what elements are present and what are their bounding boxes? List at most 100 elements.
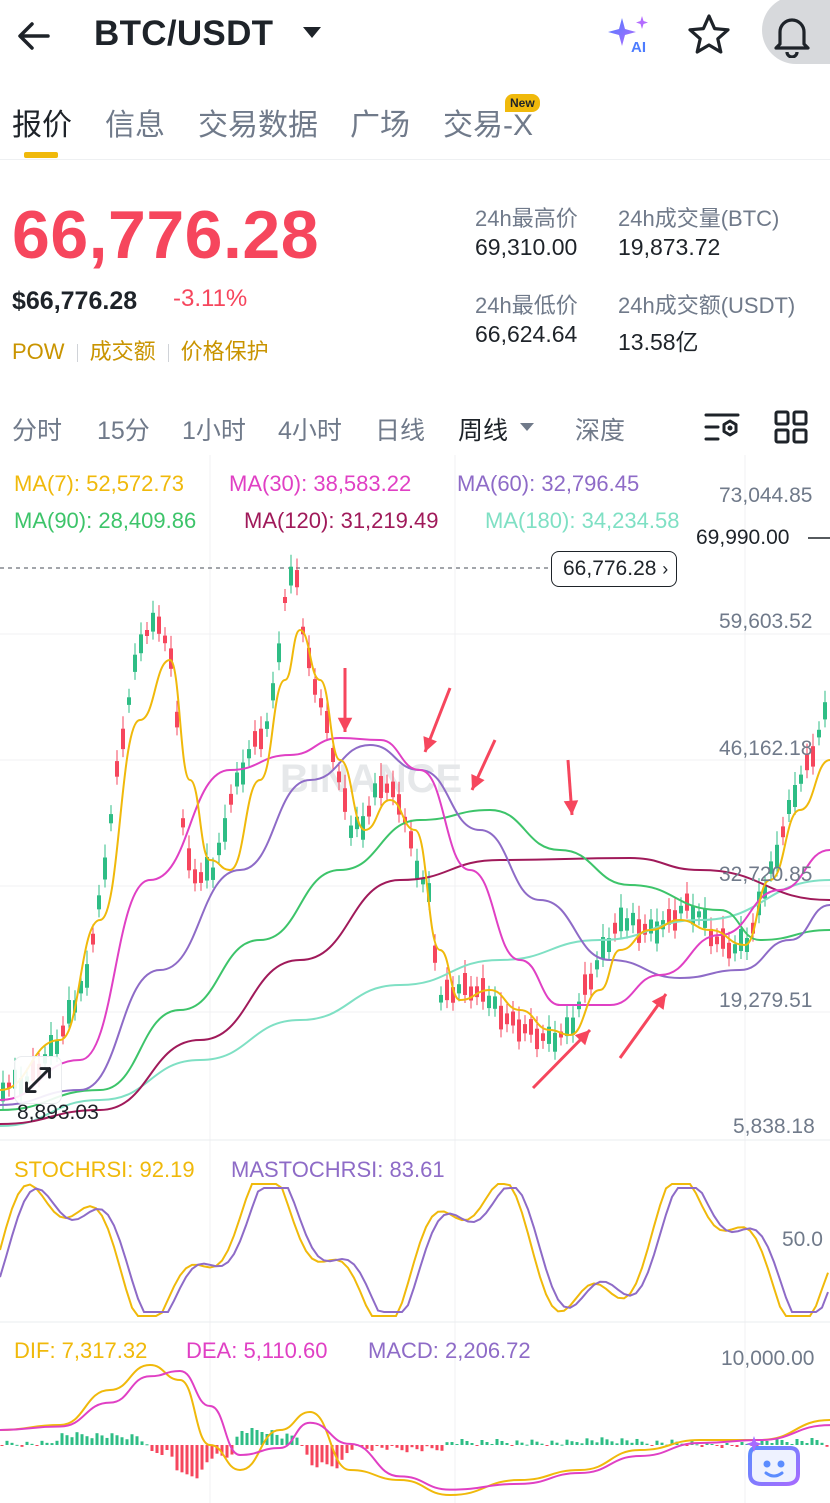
macd-histogram-bar bbox=[530, 1439, 534, 1445]
assistant-bot-icon[interactable] bbox=[742, 1434, 806, 1492]
macd-histogram-bar bbox=[365, 1445, 369, 1449]
candle-body bbox=[427, 883, 431, 902]
tf-1d[interactable]: 日线 bbox=[375, 417, 426, 445]
macd-histogram-bar bbox=[240, 1431, 244, 1445]
candle-body bbox=[655, 921, 659, 944]
current-price-tag[interactable]: 66,776.28 › bbox=[551, 551, 678, 587]
tab-trading-data[interactable]: 交易数据 bbox=[198, 109, 318, 142]
tf-1h[interactable]: 1小时 bbox=[182, 417, 246, 445]
candle-body bbox=[505, 1013, 509, 1025]
candle-body bbox=[79, 981, 83, 994]
tab-square[interactable]: 广场 bbox=[350, 109, 410, 142]
macd-histogram-bar bbox=[775, 1438, 779, 1445]
macd-histogram-bar bbox=[25, 1441, 29, 1445]
chevron-right-icon: › bbox=[662, 559, 669, 579]
tab-quote[interactable]: 报价 bbox=[12, 109, 72, 142]
ai-label: AI bbox=[631, 39, 646, 54]
tag-turnover[interactable]: 成交额 bbox=[89, 339, 156, 364]
tag-price-protection[interactable]: 价格保护 bbox=[180, 339, 269, 364]
macd-histogram-bar bbox=[715, 1445, 719, 1446]
candle-body bbox=[385, 783, 389, 793]
macd-histogram-bar bbox=[345, 1445, 349, 1454]
candle-body bbox=[307, 647, 311, 669]
fullscreen-button[interactable] bbox=[14, 1056, 62, 1104]
chart-settings-icon[interactable] bbox=[702, 407, 742, 447]
tab-trade-x[interactable]: 交易-X bbox=[443, 109, 533, 142]
tf-caret-icon[interactable] bbox=[520, 423, 534, 431]
favorite-star-icon[interactable] bbox=[686, 12, 732, 58]
candle-body bbox=[643, 923, 647, 935]
macd-histogram-bar bbox=[245, 1433, 249, 1445]
macd-histogram-bar bbox=[260, 1432, 264, 1445]
macd-histogram-bar bbox=[375, 1445, 379, 1446]
macd-histogram-bar bbox=[610, 1441, 614, 1445]
back-arrow-icon[interactable] bbox=[14, 16, 54, 56]
candle-body bbox=[451, 987, 455, 1003]
tag-pow[interactable]: POW bbox=[12, 339, 65, 364]
candle-body bbox=[265, 721, 269, 729]
candle-body bbox=[583, 974, 587, 995]
candle-body bbox=[151, 612, 155, 632]
macd-histogram-bar bbox=[725, 1443, 729, 1445]
ma60-legend: MA(60): 32,796.45 bbox=[457, 471, 640, 496]
macd-histogram-bar bbox=[60, 1433, 64, 1445]
macd-histogram-bar bbox=[300, 1445, 304, 1446]
tf-depth[interactable]: 深度 bbox=[575, 417, 626, 445]
macd-histogram-bar bbox=[30, 1443, 34, 1445]
timeframe-selector: 分时 15分 1小时 4小时 日线 周线 深度 bbox=[0, 405, 830, 451]
macd-histogram-bar bbox=[595, 1442, 599, 1445]
tab-info[interactable]: 信息 bbox=[105, 109, 165, 142]
candle-body bbox=[607, 938, 611, 952]
macd-histogram-bar bbox=[435, 1445, 439, 1451]
candle-body bbox=[139, 634, 143, 654]
macd-histogram-bar bbox=[415, 1445, 419, 1450]
macd-histogram-bar bbox=[35, 1445, 39, 1446]
macd-histogram-bar bbox=[655, 1440, 659, 1445]
candle-body bbox=[367, 805, 371, 817]
stochrsi-line bbox=[0, 1183, 829, 1317]
candle-body bbox=[373, 783, 377, 798]
macd-histogram-bar bbox=[465, 1441, 469, 1445]
macd-histogram-bar bbox=[405, 1445, 409, 1453]
pair-title[interactable]: BTC/USDT bbox=[94, 14, 274, 53]
pair-dropdown-caret-icon[interactable] bbox=[303, 27, 321, 38]
macd-axis-label: 10,000.00 bbox=[721, 1347, 815, 1370]
dea-line bbox=[0, 1369, 830, 1491]
macd-histogram-bar bbox=[635, 1438, 639, 1445]
candle-body bbox=[391, 781, 395, 798]
notification-button[interactable] bbox=[762, 0, 830, 64]
tf-15m[interactable]: 15分 bbox=[97, 417, 150, 445]
candle-body bbox=[55, 1040, 59, 1054]
macd-histogram-bar bbox=[580, 1443, 584, 1445]
candle-body bbox=[787, 800, 791, 814]
candle-body bbox=[103, 857, 107, 880]
candle-body bbox=[277, 643, 281, 663]
macd-histogram-bar bbox=[650, 1445, 654, 1446]
candle-body bbox=[517, 1019, 521, 1042]
macd-histogram-bar bbox=[330, 1445, 334, 1467]
mastochrsi-line bbox=[0, 1187, 829, 1313]
macd-histogram-bar bbox=[385, 1445, 389, 1450]
macd-histogram-bar bbox=[525, 1444, 529, 1446]
candle-body bbox=[133, 654, 137, 672]
ma90-line bbox=[0, 808, 830, 1111]
macd-histogram-bar bbox=[460, 1439, 464, 1445]
candle-body bbox=[253, 731, 257, 747]
macd-histogram-bar bbox=[0, 1445, 4, 1446]
layout-grid-icon[interactable] bbox=[773, 409, 809, 445]
macd-histogram-bar bbox=[505, 1443, 509, 1445]
tf-line[interactable]: 分时 bbox=[12, 417, 63, 445]
macd-histogram-bar bbox=[555, 1442, 559, 1445]
kline-chart[interactable]: BINANCE bbox=[0, 455, 830, 1503]
candle-body bbox=[259, 728, 263, 750]
candle-body bbox=[157, 616, 161, 634]
stat-vol-usdt-label: 24h成交额(USDT) bbox=[618, 293, 796, 318]
candle-body bbox=[817, 729, 821, 738]
macd-histogram-bar bbox=[220, 1445, 224, 1456]
tf-1w[interactable]: 周线 bbox=[458, 417, 509, 445]
macd-histogram-bar bbox=[360, 1445, 364, 1447]
ai-sparkle-icon[interactable]: AI bbox=[608, 14, 656, 54]
macd-histogram-bar bbox=[145, 1444, 149, 1446]
candle-body bbox=[697, 911, 701, 918]
tf-4h[interactable]: 4小时 bbox=[278, 417, 342, 445]
